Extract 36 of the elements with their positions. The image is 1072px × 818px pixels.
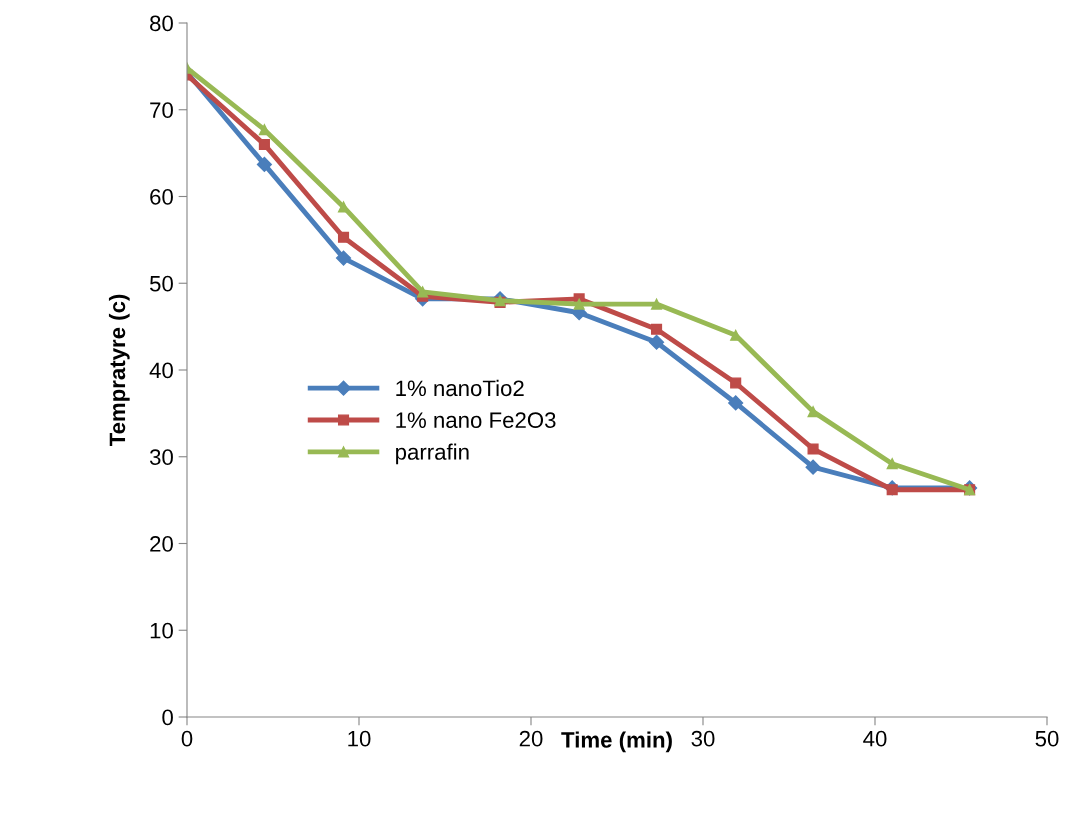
point [573, 298, 585, 310]
point [651, 298, 663, 310]
point [807, 406, 819, 418]
legend-label: parrafin [396, 443, 469, 465]
y-tick-label: 30 [149, 449, 173, 466]
y-tick-label: 60 [150, 189, 173, 205]
point [258, 138, 270, 151]
y-tick-label: 40 [149, 362, 173, 379]
x-tick-label: 50 [1035, 730, 1059, 747]
point [730, 377, 742, 389]
legend-label: 1% nanoTio2 [396, 379, 524, 397]
point [886, 484, 898, 496]
y-tick-label: 50 [149, 275, 173, 292]
x-axis-title: Time (min) [561, 731, 672, 753]
point [651, 323, 663, 335]
y-axis-title: Tempratyre (c) [108, 294, 130, 447]
x-tick-label: 40 [863, 730, 887, 747]
point [417, 286, 429, 298]
y-tick-label: 10 [150, 622, 173, 639]
y-tick-label: 20 [150, 536, 173, 552]
y-tick-label: 0 [162, 709, 173, 726]
point [648, 334, 665, 350]
x-tick-label: 0 [181, 730, 193, 747]
point [256, 156, 272, 172]
point [805, 459, 821, 475]
point [335, 250, 352, 266]
point [807, 443, 819, 455]
x-tick-label: 10 [348, 730, 371, 747]
point [728, 395, 744, 411]
y-tick-label: 80 [150, 15, 173, 32]
x-tick-label: 30 [691, 730, 715, 747]
x-tick-label: 20 [519, 730, 543, 747]
point [337, 231, 350, 243]
legend-label: 1% nano Fe2O3 [396, 412, 556, 429]
y-tick-label: 70 [150, 102, 173, 119]
point [886, 458, 898, 470]
